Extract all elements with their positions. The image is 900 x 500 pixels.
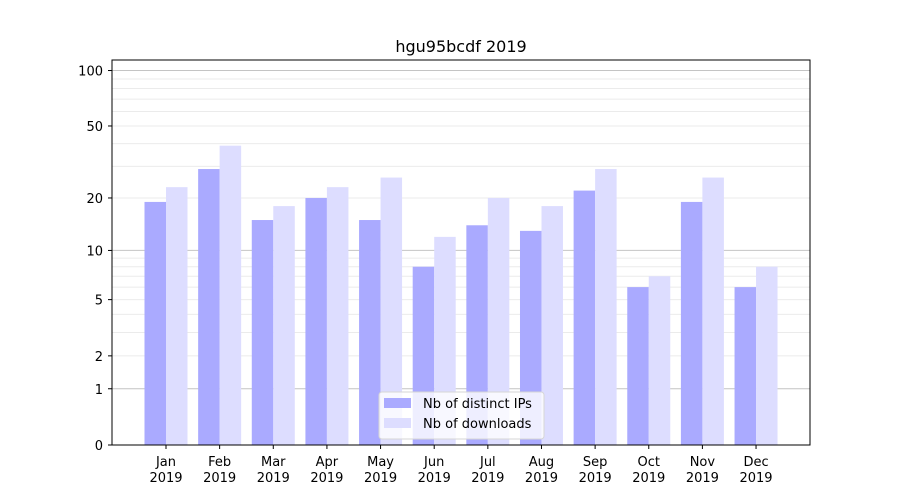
legend-box xyxy=(378,391,545,440)
bar-ips xyxy=(198,169,220,446)
bar-ips xyxy=(359,220,381,445)
bar-ips xyxy=(734,287,757,445)
x-tick-label: Feb 2019 xyxy=(203,455,236,486)
bar-ips xyxy=(305,197,327,445)
x-tick-label: Dec 2019 xyxy=(739,455,772,486)
legend-swatch xyxy=(384,398,411,408)
x-tick-label: May 2019 xyxy=(364,455,397,486)
x-tick-label: Sep 2019 xyxy=(579,455,612,486)
bar-downloads xyxy=(595,169,617,446)
x-tick-label: Jun 2019 xyxy=(418,455,451,486)
bar-downloads xyxy=(487,197,510,445)
bar-ips xyxy=(573,190,596,445)
x-tick-label: Oct 2019 xyxy=(632,455,665,486)
bar-ips xyxy=(466,225,488,445)
x-tick-label: Mar 2019 xyxy=(257,455,290,486)
y-tick-label: 2 xyxy=(95,350,103,365)
bar-downloads xyxy=(380,177,403,445)
bar-ips xyxy=(519,230,542,445)
y-tick-label: 0 xyxy=(95,439,103,454)
bar-ips xyxy=(680,201,703,445)
bar-downloads xyxy=(219,145,242,446)
x-tick-label: Jul 2019 xyxy=(471,455,504,486)
y-tick-label: 100 xyxy=(78,65,103,80)
bar-downloads xyxy=(756,266,778,445)
bar-downloads xyxy=(541,206,563,445)
chart-title: hgu95bcdf 2019 xyxy=(395,37,526,56)
bar-downloads xyxy=(326,187,349,445)
x-tick-label: Jan 2019 xyxy=(149,455,182,486)
axes-frame xyxy=(111,59,811,446)
bar-downloads xyxy=(702,177,724,445)
x-tick-label: Apr 2019 xyxy=(310,455,343,486)
bar-downloads xyxy=(166,187,188,445)
y-tick-label: 20 xyxy=(86,192,103,207)
y-tick-label: 50 xyxy=(86,120,103,135)
bar-ips xyxy=(251,220,274,445)
x-tick-label: Aug 2019 xyxy=(525,455,558,486)
y-tick-label: 1 xyxy=(95,383,103,398)
legend-label: Nb of distinct IPs xyxy=(423,397,532,412)
y-tick-label: 5 xyxy=(95,294,103,309)
bar-ips xyxy=(144,201,166,445)
x-tick-label: Nov 2019 xyxy=(686,455,719,486)
y-tick-label: 10 xyxy=(86,244,103,259)
legend: Nb of distinct IPs Nb of downloads xyxy=(378,391,545,440)
legend-swatch xyxy=(384,418,411,428)
bar-downloads xyxy=(648,276,671,445)
legend-label: Nb of downloads xyxy=(423,417,532,432)
bar-downloads xyxy=(273,206,295,445)
bar-ips xyxy=(627,287,649,445)
